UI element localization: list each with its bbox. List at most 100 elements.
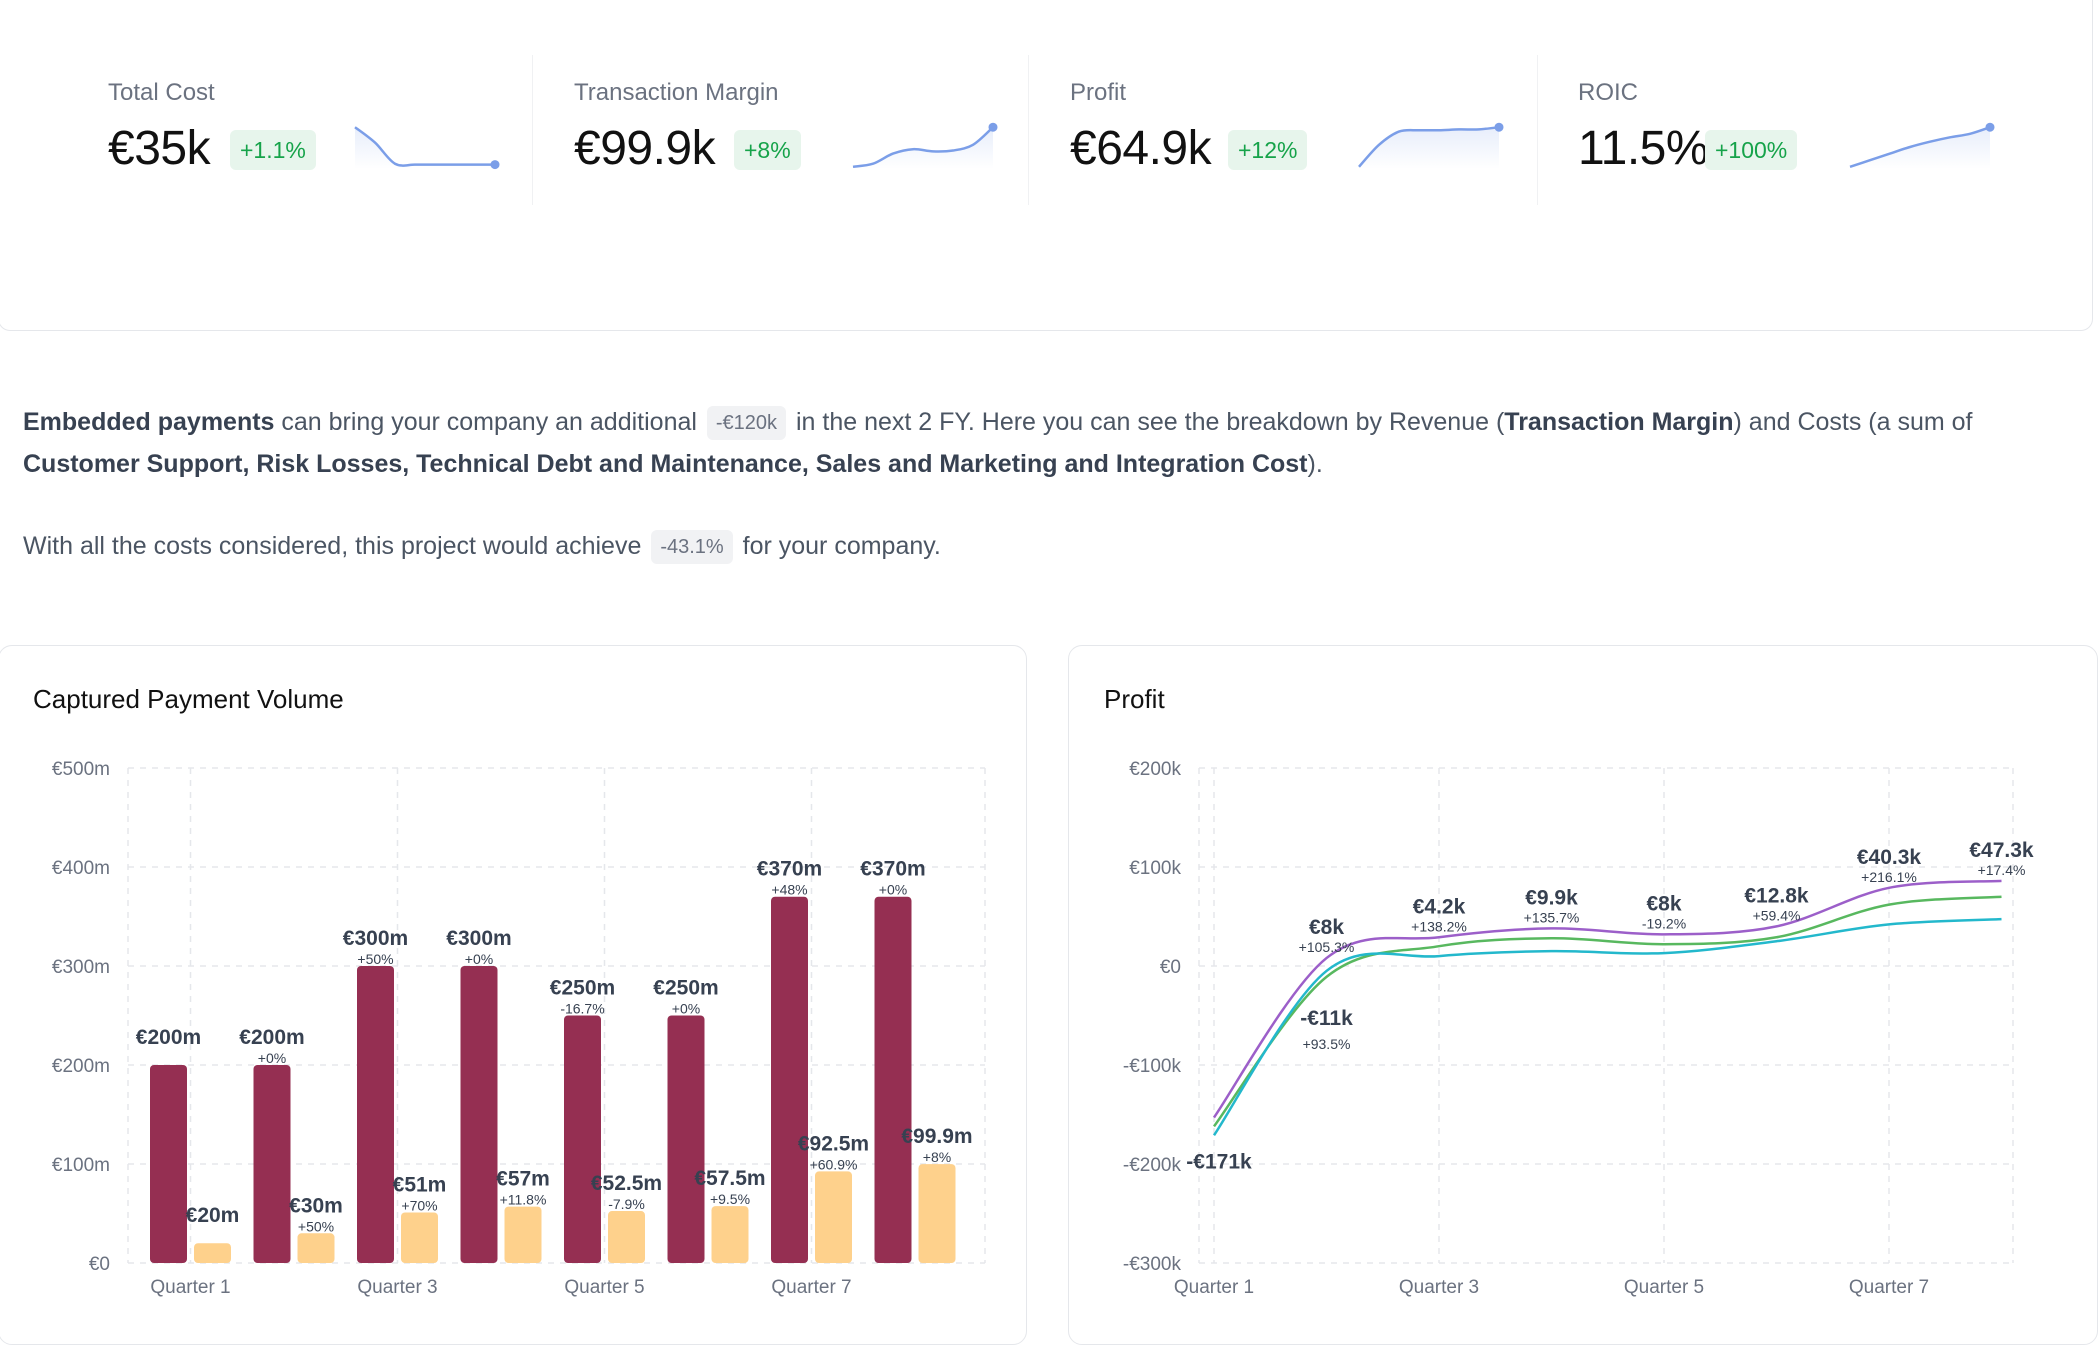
point-change-label: +138.2% — [1411, 918, 1467, 934]
bar[interactable] — [874, 896, 912, 1263]
captured-payment-volume-card: Captured Payment Volume €0 €100m €200m €300… — [0, 645, 1027, 1345]
insight-narrative: Embedded payments can bring your company… — [23, 401, 2023, 567]
y-tick-label: €500m — [52, 759, 110, 780]
x-tick-label: Quarter 1 — [150, 1277, 230, 1298]
bar[interactable] — [815, 1171, 852, 1263]
kpi-divider — [1537, 55, 1538, 205]
bar-change-label: +70% — [401, 1198, 437, 1214]
bar[interactable] — [711, 1206, 749, 1263]
bar-chart: €0 €100m €200m €300m €400m €500m Quarter 1 Quar… — [52, 759, 986, 1298]
x-tick-label: Quarter 3 — [357, 1277, 437, 1298]
bar-change-label: +11.8% — [500, 1192, 547, 1208]
y-tick-label: €0 — [89, 1254, 110, 1275]
sparkline-line — [1358, 125, 1500, 168]
bar-value-label: €300m — [343, 927, 408, 950]
sparkline-area — [1359, 127, 1499, 169]
point-value-label: -€171k — [1186, 1150, 1252, 1173]
kpi-total-cost[interactable]: Total Cost €35k +1.1% — [0, 0, 529, 209]
bar[interactable] — [564, 1015, 601, 1264]
sparkline-end-point — [490, 160, 500, 170]
kpi-transaction-margin[interactable]: Transaction Margin €99.9k +8% — [533, 0, 1028, 209]
profit-card: Profit -€300k -€200k -€100k €0 €100k €200k Qua… — [1068, 645, 2098, 1345]
sparkline — [354, 126, 500, 170]
bar-value-label: €52.5m — [591, 1172, 662, 1195]
y-tick-label: -€200k — [1123, 1155, 1182, 1176]
value-pill: -€120k — [706, 406, 787, 440]
kpi-change-badge: +8% — [734, 130, 801, 170]
bar-value-label: €30m — [289, 1194, 343, 1217]
bar-value-label: €250m — [550, 977, 615, 1000]
point-change-label: +17.4% — [1978, 862, 2026, 878]
bar-change-label: +50% — [298, 1218, 334, 1234]
point-value-label: -€11k — [1300, 1007, 1353, 1030]
kpi-roic[interactable]: ROIC 11.5% +100% — [1538, 0, 2088, 209]
bar-change-label: +48% — [771, 882, 807, 898]
bar-value-label: €57m — [496, 1168, 550, 1191]
bar-value-label: €92.5m — [798, 1132, 869, 1155]
y-tick-label: €300m — [52, 957, 110, 978]
bar-value-label: €370m — [860, 858, 925, 881]
bar[interactable] — [194, 1243, 231, 1263]
bar[interactable] — [297, 1233, 335, 1263]
point-value-label: €8k — [1646, 892, 1681, 915]
point-value-label: €12.8k — [1744, 884, 1809, 907]
bar-value-label: €200m — [136, 1026, 201, 1049]
kpi-change-badge: +12% — [1228, 130, 1308, 170]
bar[interactable] — [357, 966, 394, 1263]
bar-change-label: +50% — [357, 951, 393, 967]
x-tick-label: Quarter 5 — [1624, 1277, 1704, 1298]
narrative-text: can bring your company an additional — [274, 408, 704, 436]
bar[interactable] — [504, 1206, 542, 1263]
bar[interactable] — [253, 1065, 291, 1263]
y-tick-label: -€300k — [1123, 1254, 1182, 1275]
series-line-profit[interactable] — [1212, 917, 2002, 1136]
bar-change-label: +0% — [258, 1050, 286, 1066]
kpi-value: €99.9k — [574, 122, 716, 175]
bar-value-label: €200m — [239, 1026, 304, 1049]
narrative-text: ). — [1307, 450, 1323, 478]
kpi-profit[interactable]: Profit €64.9k +12% — [1029, 0, 1537, 209]
y-tick-label: €100m — [52, 1155, 110, 1176]
point-change-label: +59.4% — [1753, 907, 1801, 923]
bar[interactable] — [401, 1212, 438, 1263]
point-value-label: €40.3k — [1857, 846, 1922, 869]
series-line-green[interactable] — [1213, 895, 2002, 1128]
point-value-label: €47.3k — [1969, 839, 2034, 862]
bar-value-label: €57.5m — [694, 1167, 765, 1190]
bar-change-label: +8% — [923, 1149, 951, 1165]
narrative-bold: Transaction Margin — [1504, 408, 1734, 436]
point-change-label: -19.2% — [1642, 915, 1686, 931]
bar-change-label: -16.7% — [560, 1001, 604, 1017]
point-change-label: +216.1% — [1861, 869, 1917, 885]
sparkline — [1849, 122, 1995, 169]
bar-change-label: +9.5% — [710, 1191, 750, 1207]
line-chart: -€300k -€200k -€100k €0 €100k €200k Quarter 1 Q… — [1123, 759, 2034, 1298]
bar[interactable] — [460, 966, 498, 1263]
kpi-change-badge: +1.1% — [230, 130, 316, 170]
kpi-change-badge: +100% — [1705, 130, 1798, 170]
sparkline-line — [354, 126, 495, 167]
sparkline-line — [1849, 126, 1991, 168]
y-tick-label: €400m — [52, 858, 110, 879]
narrative-bold: Customer Support, Risk Losses, Technical… — [23, 450, 1308, 478]
bar-change-label: -7.9% — [608, 1196, 645, 1212]
bar[interactable] — [608, 1211, 645, 1263]
narrative-paragraph: With all the costs considered, this proj… — [23, 525, 2023, 567]
bar-value-label: €370m — [757, 858, 822, 881]
kpi-divider — [1028, 55, 1029, 205]
bar[interactable] — [667, 1015, 705, 1264]
y-tick-label: €200k — [1129, 759, 1181, 780]
kpi-value: €64.9k — [1070, 122, 1212, 175]
sparkline-end-point — [1985, 122, 1995, 132]
chart-title: Profit — [1104, 684, 1165, 714]
sparkline-area — [853, 127, 993, 169]
kpi-label: Profit — [1070, 79, 1127, 106]
x-tick-label: Quarter 5 — [564, 1277, 644, 1298]
point-value-label: €4.2k — [1413, 895, 1466, 918]
sparkline — [852, 122, 998, 169]
series-line-purple[interactable] — [1212, 879, 2002, 1119]
y-tick-label: €200m — [52, 1056, 110, 1077]
bar[interactable] — [771, 896, 808, 1263]
bar[interactable] — [150, 1065, 187, 1263]
bar[interactable] — [918, 1164, 956, 1263]
